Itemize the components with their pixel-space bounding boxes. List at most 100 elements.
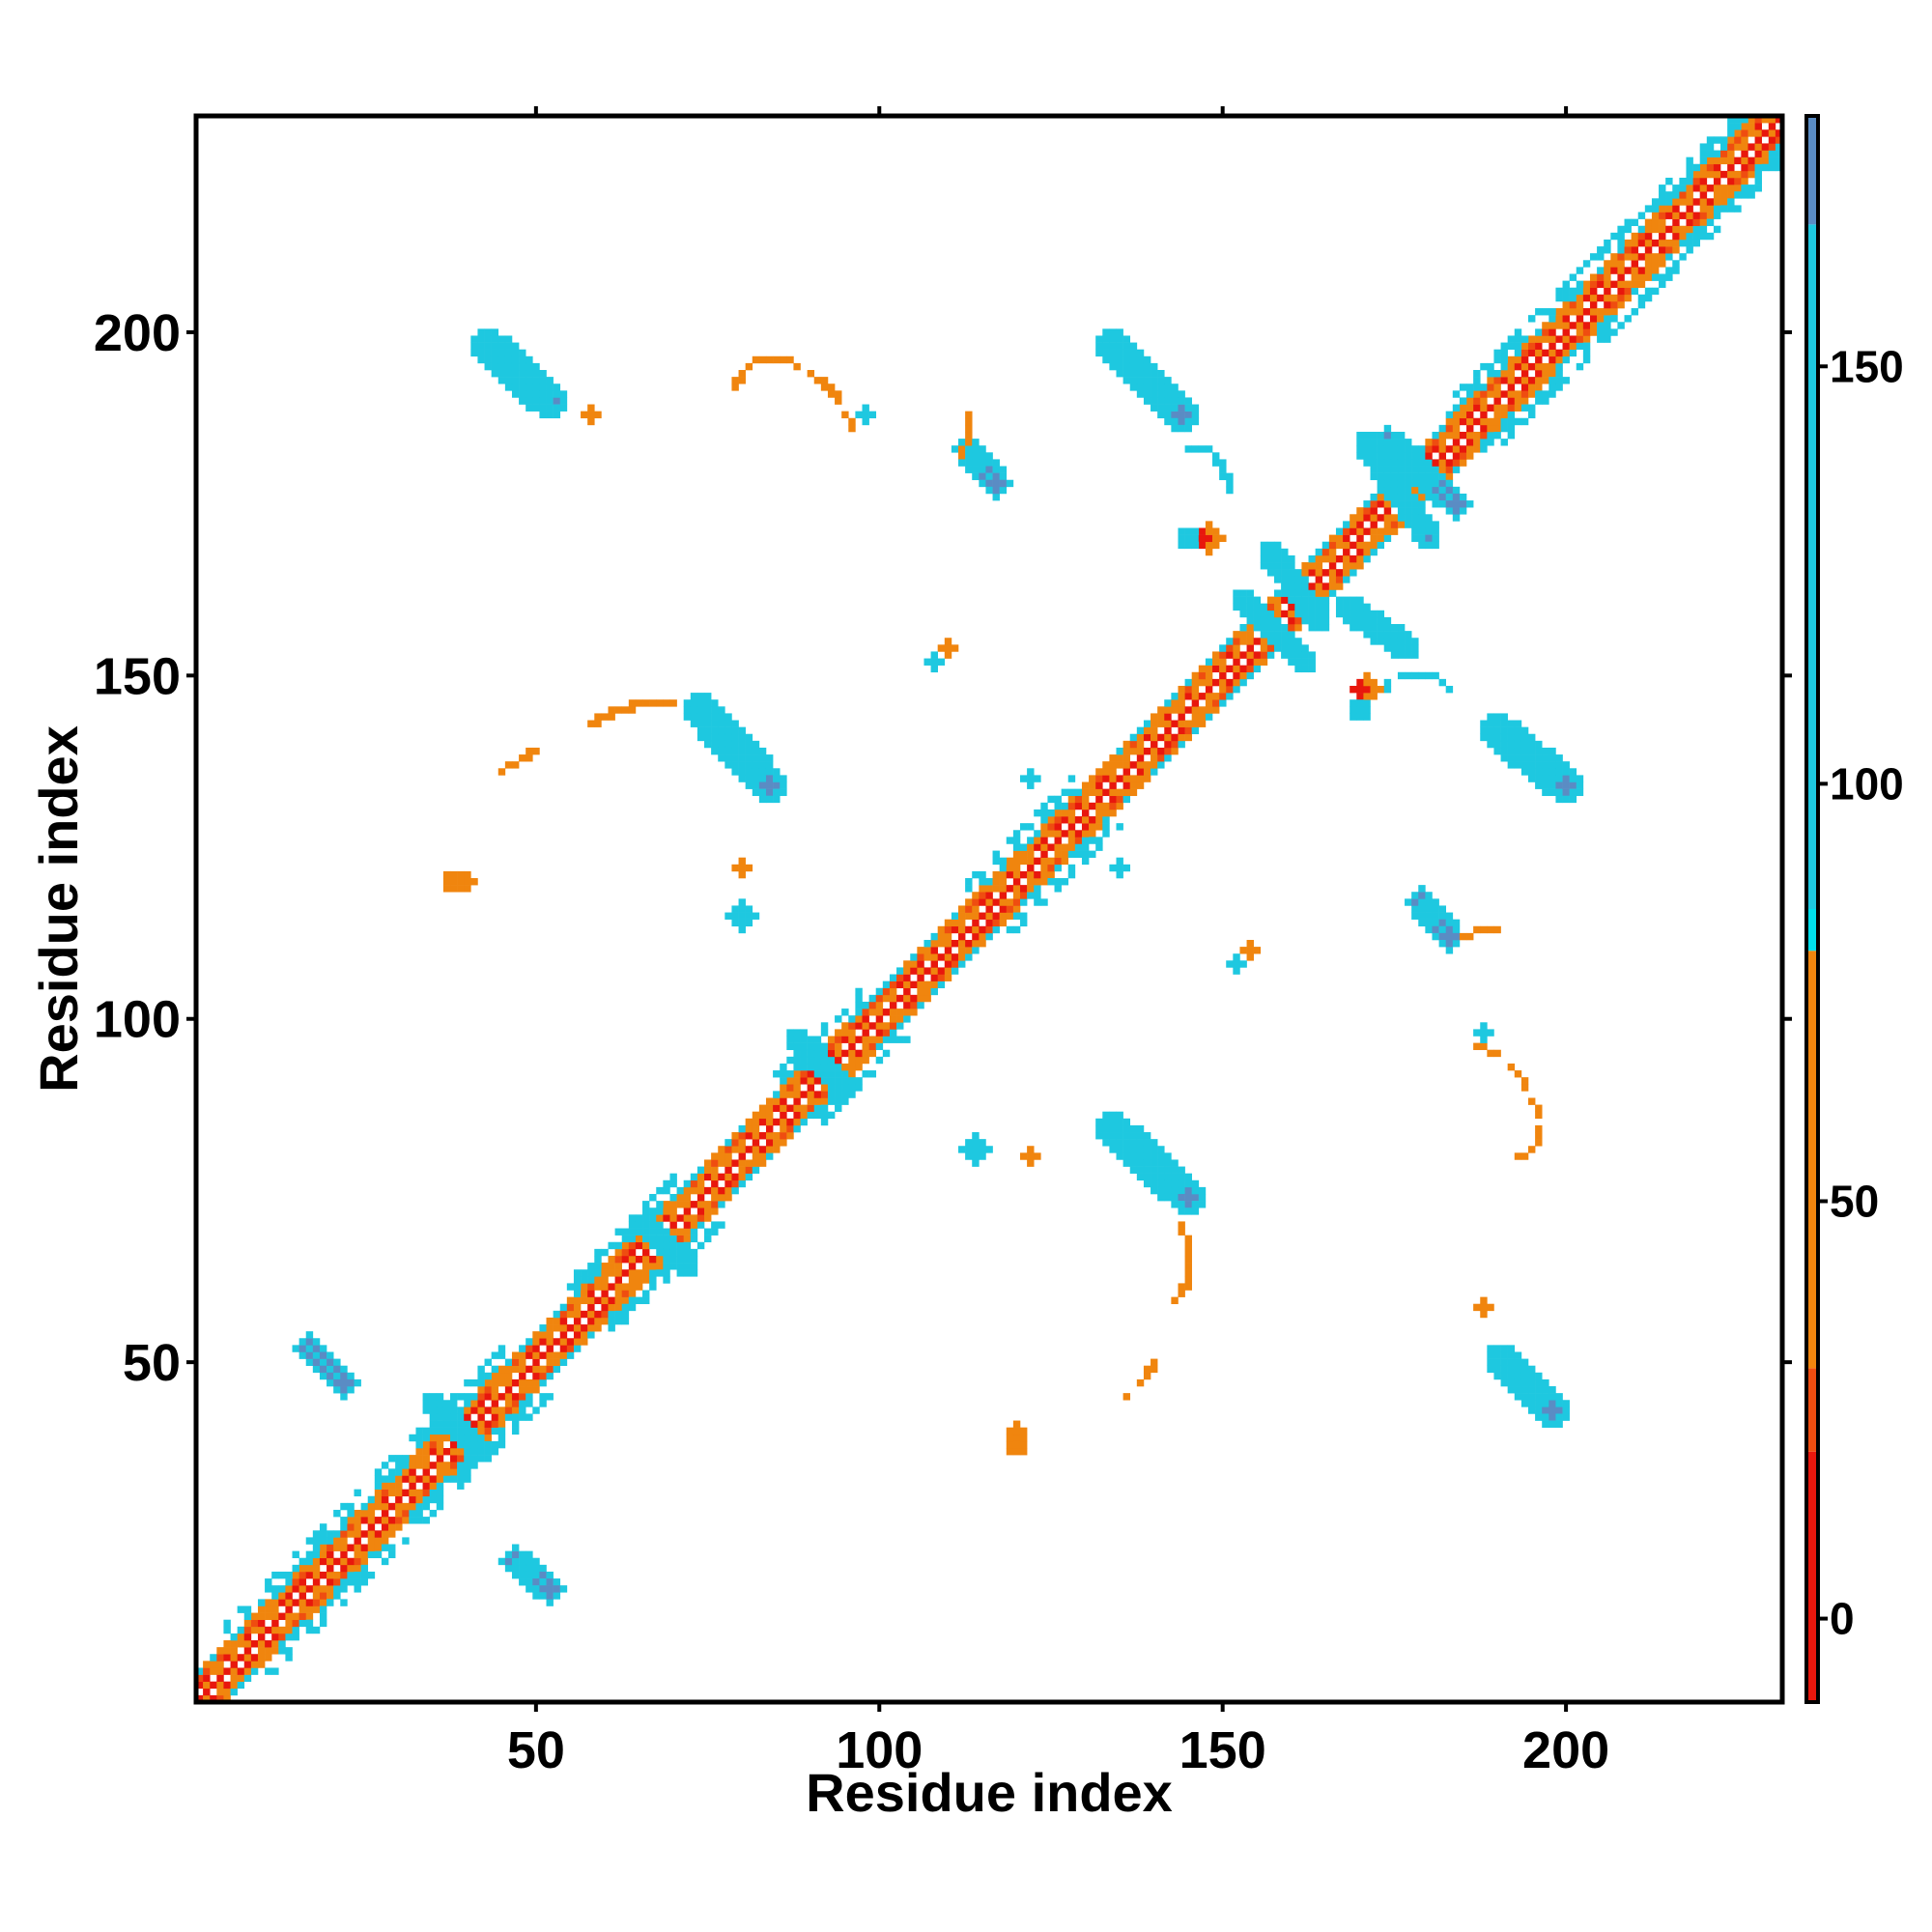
heatmap-cell bbox=[237, 1654, 245, 1662]
heatmap-cell bbox=[1507, 355, 1516, 364]
heatmap-cell bbox=[765, 761, 774, 769]
heatmap-cell bbox=[354, 1517, 361, 1524]
heatmap-cell bbox=[848, 1091, 856, 1098]
heatmap-cell bbox=[1699, 232, 1708, 241]
heatmap-cell bbox=[285, 1592, 293, 1600]
heatmap-cell bbox=[835, 397, 842, 405]
heatmap-cell bbox=[690, 1214, 698, 1222]
heatmap-cell bbox=[1432, 527, 1439, 535]
heatmap-cell bbox=[1665, 246, 1673, 254]
heatmap-cell bbox=[1631, 273, 1639, 281]
heatmap-cell bbox=[1363, 678, 1371, 687]
heatmap-cell bbox=[546, 411, 554, 419]
heatmap-cell bbox=[1507, 335, 1516, 343]
heatmap-cell bbox=[1514, 1386, 1522, 1394]
heatmap-cell bbox=[642, 1263, 650, 1270]
heatmap-cell bbox=[944, 932, 952, 941]
heatmap-cell bbox=[1528, 384, 1536, 391]
heatmap-cell bbox=[944, 939, 952, 948]
heatmap-cell bbox=[1122, 1159, 1131, 1167]
heatmap-cell bbox=[1452, 459, 1461, 467]
heatmap-cell bbox=[1151, 740, 1158, 749]
heatmap-cell bbox=[1692, 185, 1700, 192]
heatmap-cell bbox=[1102, 802, 1110, 810]
heatmap-cell bbox=[1356, 452, 1364, 460]
heatmap-cell bbox=[1631, 253, 1639, 261]
heatmap-cell bbox=[1054, 809, 1062, 817]
heatmap-cell bbox=[1273, 576, 1282, 583]
heatmap-cell bbox=[793, 1118, 801, 1126]
heatmap-cell bbox=[1445, 507, 1454, 515]
heatmap-cell bbox=[532, 1378, 540, 1387]
heatmap-cell bbox=[1164, 733, 1172, 742]
heatmap-cell bbox=[1405, 898, 1412, 906]
heatmap-cell bbox=[813, 1104, 822, 1112]
heatmap-cell bbox=[1555, 335, 1563, 343]
heatmap-cell bbox=[807, 1036, 815, 1043]
heatmap-cell bbox=[1370, 534, 1378, 543]
heatmap-cell bbox=[1548, 754, 1556, 762]
heatmap-cell bbox=[1356, 507, 1364, 515]
heatmap-cell bbox=[1191, 1179, 1200, 1188]
heatmap-cell bbox=[1741, 191, 1748, 199]
heatmap-cell bbox=[388, 1489, 396, 1497]
heatmap-cell bbox=[696, 1193, 705, 1202]
heatmap-cell bbox=[298, 1619, 307, 1628]
heatmap-cell bbox=[581, 1283, 588, 1291]
heatmap-cell bbox=[780, 1104, 787, 1112]
heatmap-cell bbox=[1157, 411, 1165, 419]
heatmap-cell bbox=[470, 1440, 478, 1449]
heatmap-cell bbox=[1219, 699, 1227, 707]
heatmap-cell bbox=[1143, 1159, 1151, 1167]
heatmap-cell bbox=[504, 370, 513, 378]
heatmap-cell bbox=[1370, 638, 1378, 645]
heatmap-cell bbox=[786, 1104, 794, 1112]
heatmap-cell bbox=[663, 699, 670, 707]
heatmap-cell bbox=[1507, 390, 1516, 398]
heatmap-cell bbox=[526, 1564, 533, 1573]
heatmap-cell bbox=[979, 466, 986, 473]
heatmap-cell bbox=[1122, 740, 1131, 749]
heatmap-cell bbox=[1136, 370, 1145, 378]
heatmap-cell bbox=[1617, 246, 1625, 254]
heatmap-cell bbox=[271, 1647, 279, 1655]
heatmap-cell bbox=[903, 1015, 911, 1023]
heatmap-cell bbox=[738, 1179, 746, 1188]
heatmap-cell bbox=[1480, 411, 1488, 419]
heatmap-cell bbox=[1383, 507, 1392, 515]
heatmap-cell bbox=[1610, 328, 1618, 336]
heatmap-cell bbox=[1377, 439, 1385, 446]
heatmap-cell bbox=[1129, 733, 1138, 742]
heatmap-cell bbox=[278, 1571, 286, 1579]
heatmap-cell bbox=[1418, 445, 1426, 453]
heatmap-cell bbox=[526, 1351, 533, 1359]
heatmap-cell bbox=[497, 1345, 506, 1352]
heatmap-cell bbox=[1308, 665, 1316, 673]
heatmap-cell bbox=[1747, 116, 1755, 124]
heatmap-cell bbox=[614, 706, 623, 714]
heatmap-cell bbox=[1253, 616, 1262, 625]
heatmap-cell bbox=[1644, 273, 1653, 281]
heatmap-cell bbox=[1480, 431, 1488, 440]
heatmap-cell bbox=[704, 706, 712, 714]
heatmap-cell bbox=[1246, 665, 1254, 673]
heatmap-cell bbox=[1576, 280, 1584, 289]
heatmap-cell bbox=[1343, 616, 1350, 625]
heatmap-cell bbox=[1720, 143, 1728, 151]
heatmap-cell bbox=[1631, 267, 1639, 274]
heatmap-cell bbox=[257, 1626, 266, 1634]
heatmap-cell bbox=[1500, 370, 1508, 378]
heatmap-cell bbox=[1555, 795, 1563, 804]
heatmap-cell bbox=[1589, 322, 1598, 329]
heatmap-cell bbox=[1129, 1139, 1138, 1147]
heatmap-cell bbox=[1555, 287, 1563, 296]
heatmap-cell bbox=[203, 1694, 211, 1703]
heatmap-cell bbox=[1122, 1124, 1131, 1133]
heatmap-cell bbox=[1116, 795, 1123, 804]
heatmap-cell bbox=[278, 1585, 286, 1593]
heatmap-cell bbox=[1067, 809, 1076, 817]
heatmap-cell bbox=[1500, 342, 1508, 350]
heatmap-cell bbox=[265, 1654, 272, 1662]
heatmap-cell bbox=[848, 1042, 856, 1051]
heatmap-cell bbox=[1239, 610, 1247, 618]
